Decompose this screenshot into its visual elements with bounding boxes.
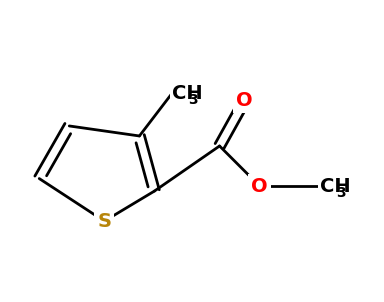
Text: O: O [251, 177, 268, 196]
Text: CH: CH [320, 177, 350, 196]
Text: 3: 3 [188, 93, 198, 107]
Text: S: S [98, 212, 111, 231]
Text: O: O [236, 92, 253, 111]
Text: CH: CH [172, 84, 203, 103]
Text: 3: 3 [336, 185, 345, 200]
